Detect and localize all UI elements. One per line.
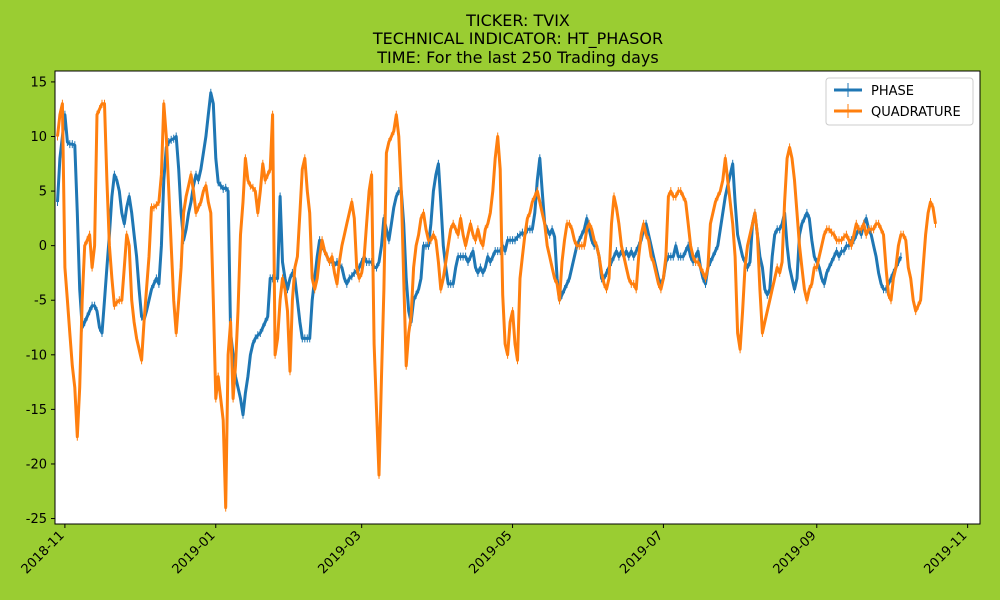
plot-area <box>55 71 980 524</box>
legend: PHASE QUADRATURE <box>825 77 974 126</box>
y-tick-label: 0 <box>39 239 47 254</box>
y-tick-label: -20 <box>26 457 47 472</box>
series-markers-quadrature <box>57 99 936 512</box>
legend-label-phase: PHASE <box>871 84 914 99</box>
chart-title-line-1: TICKER: TVIX <box>465 11 570 30</box>
y-axis: 15 10 5 0 -5 -10 -15 -20 -25 <box>26 75 55 527</box>
chart-title-line-3: TIME: For the last 250 Trading days <box>376 48 658 67</box>
y-tick-label: -25 <box>26 512 47 527</box>
y-tick-label: 5 <box>39 185 47 200</box>
y-tick-label: -10 <box>26 348 47 363</box>
y-tick-label: -5 <box>34 294 47 309</box>
y-tick-label: 15 <box>30 75 47 90</box>
plot-frame <box>54 70 981 525</box>
y-tick-label: 10 <box>30 130 47 145</box>
series-layer <box>56 88 937 512</box>
legend-label-quadrature: QUADRATURE <box>871 105 961 120</box>
series-quadrature <box>56 99 937 512</box>
chart-title-line-2: TECHNICAL INDICATOR: HT_PHASOR <box>372 29 663 49</box>
y-tick-label: -15 <box>26 403 47 418</box>
legend-box <box>825 77 974 126</box>
